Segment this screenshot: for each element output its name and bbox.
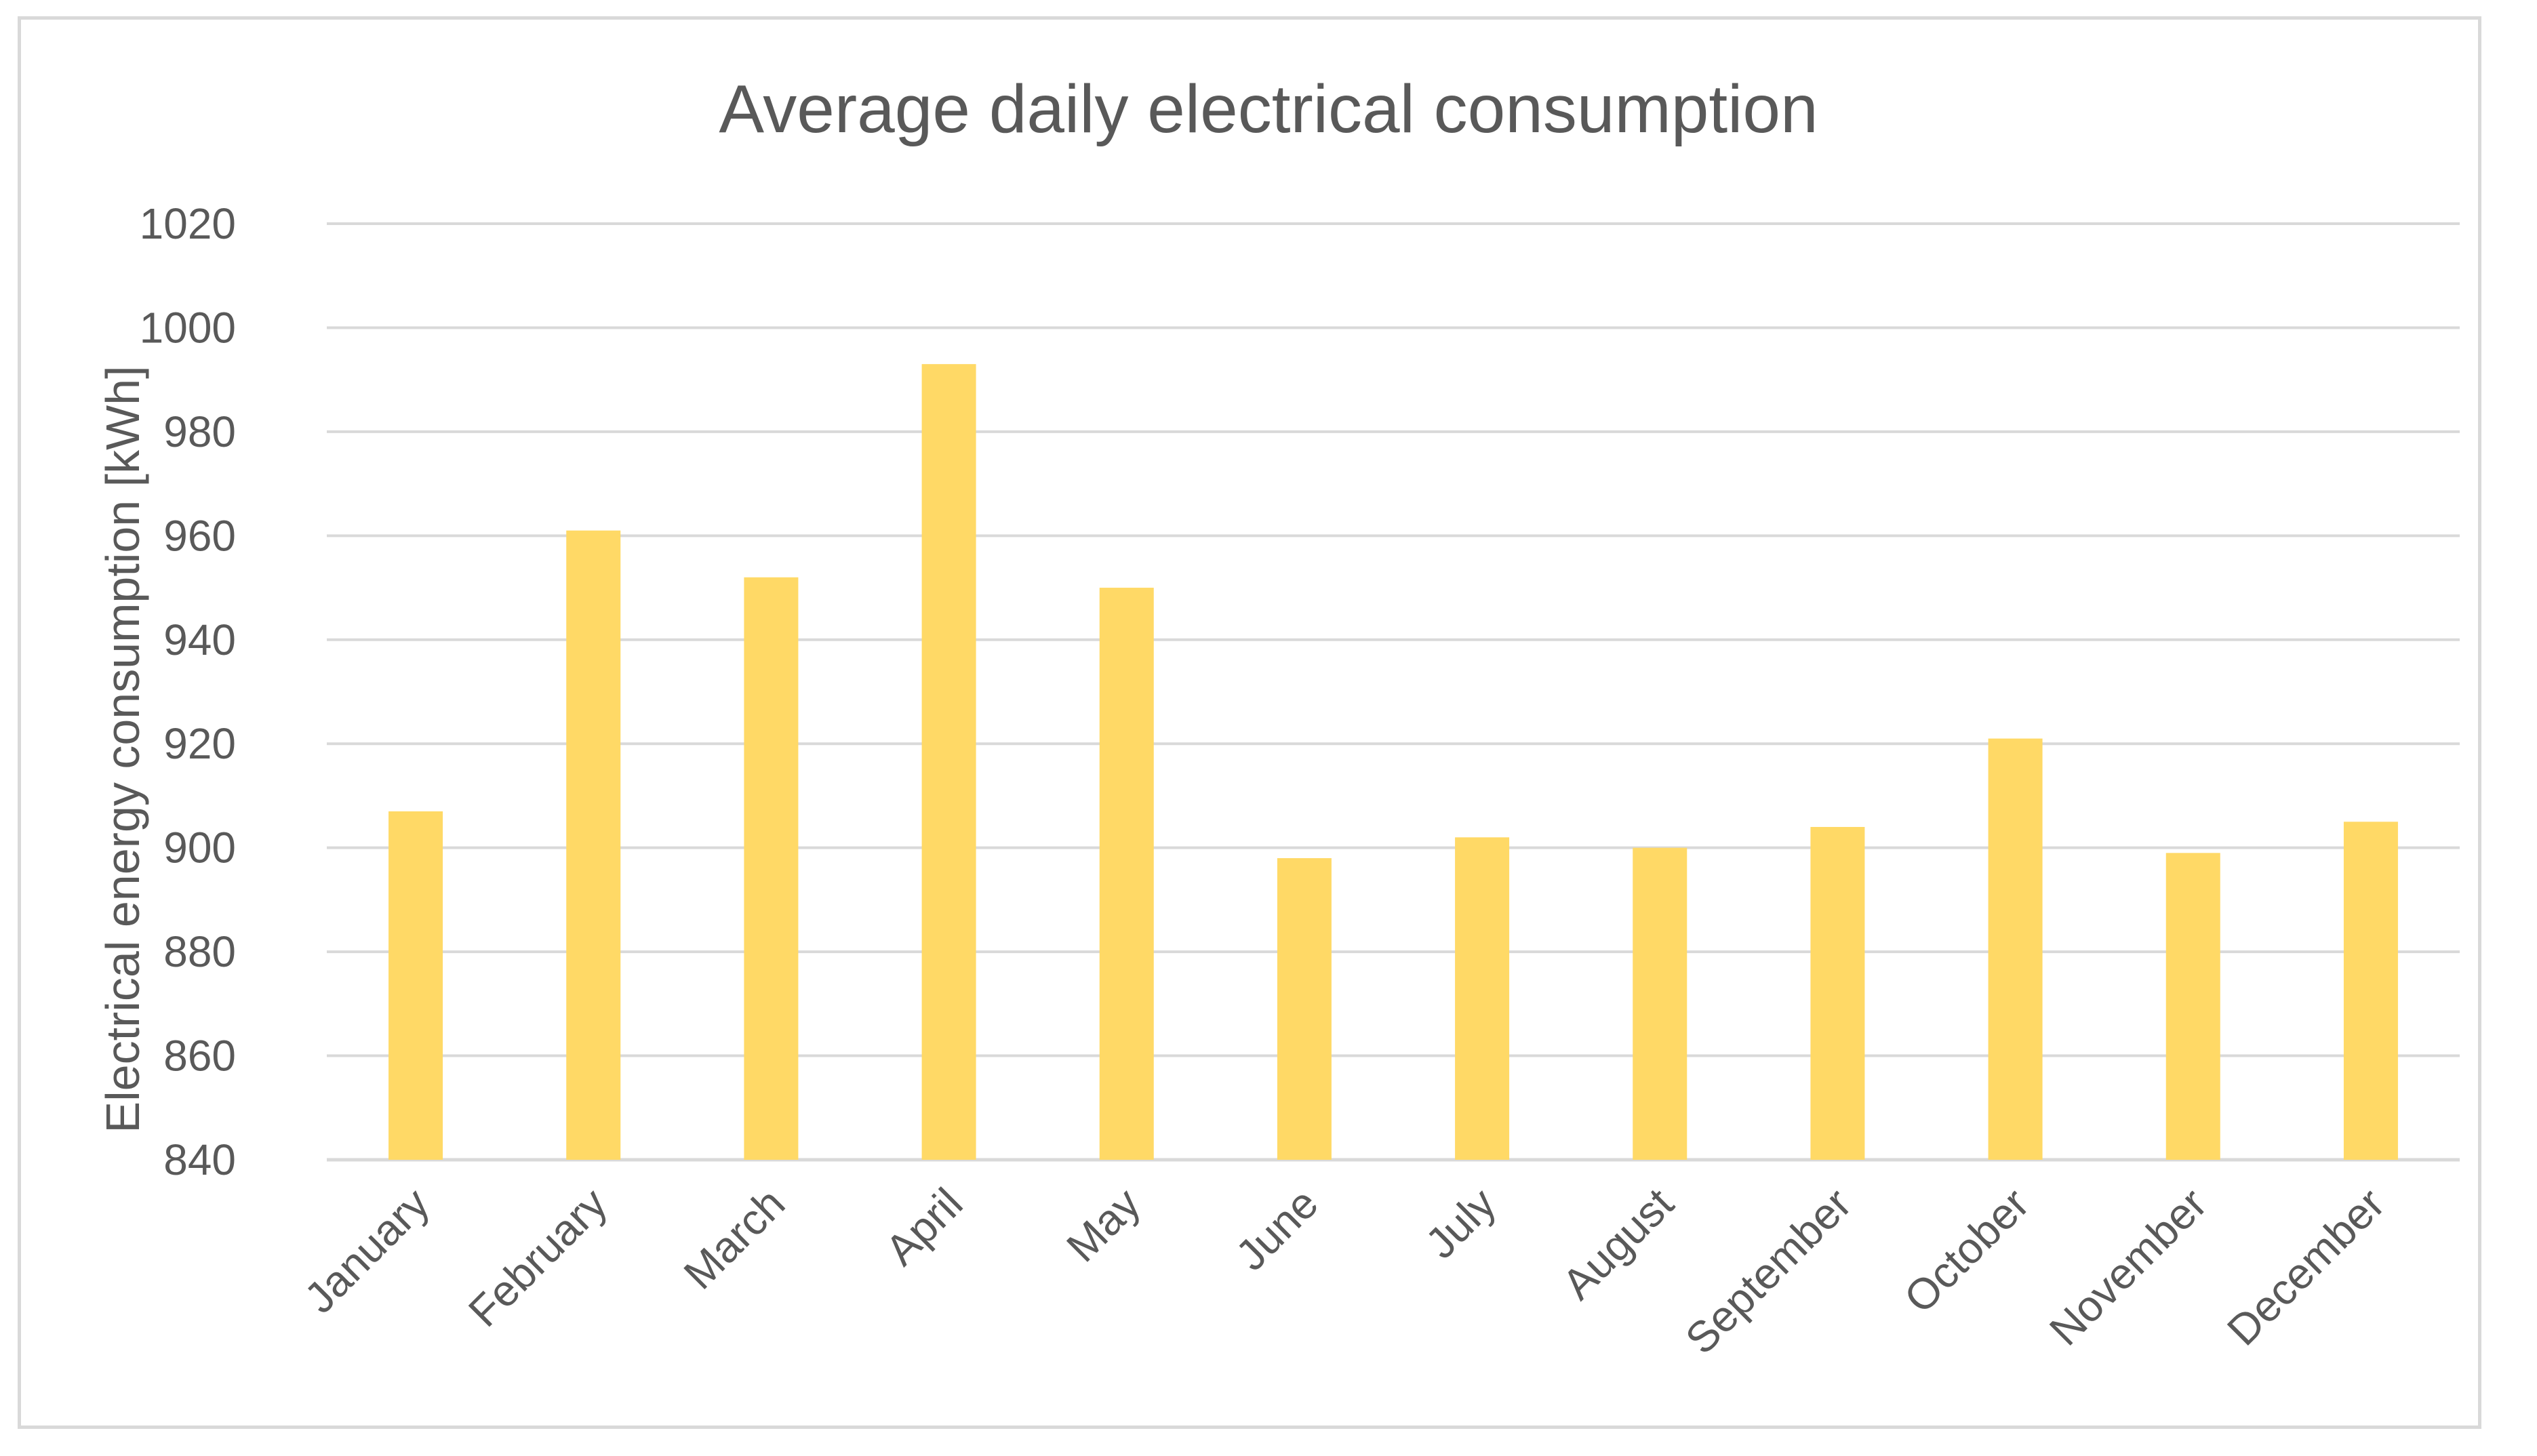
- bar-december: [2343, 822, 2398, 1160]
- bars: [388, 364, 2398, 1160]
- bar-january: [388, 811, 443, 1160]
- x-tick-label: July: [1416, 1179, 1505, 1268]
- y-tick-label: 900: [163, 824, 236, 872]
- chart-title: Average daily electrical consumption: [719, 71, 1818, 147]
- y-tick-label: 940: [163, 615, 236, 664]
- bar-may: [1099, 588, 1154, 1160]
- bar-august: [1633, 847, 1687, 1160]
- x-tick-label: December: [2218, 1179, 2394, 1355]
- y-tick-label: 1000: [140, 303, 236, 352]
- bar-july: [1455, 837, 1510, 1160]
- x-tick-label: February: [459, 1179, 616, 1336]
- chart-frame: [18, 16, 2481, 1429]
- x-tick-label: August: [1553, 1179, 1683, 1309]
- x-tick-label: May: [1057, 1179, 1149, 1271]
- y-tick-label: 860: [163, 1032, 236, 1080]
- x-tick-label: November: [2040, 1179, 2216, 1355]
- x-tick-label: April: [876, 1179, 972, 1274]
- y-tick-label: 920: [163, 719, 236, 768]
- x-tick-label: September: [1676, 1179, 1860, 1363]
- y-tick-label: 980: [163, 407, 236, 456]
- x-tick-label: January: [295, 1179, 439, 1322]
- y-axis-title: Electrical energy consumption [kWh]: [96, 365, 149, 1133]
- bar-june: [1277, 858, 1332, 1160]
- bar-february: [566, 530, 621, 1160]
- bar-october: [1988, 738, 2043, 1160]
- y-tick-label: 960: [163, 511, 236, 560]
- bar-march: [744, 577, 799, 1160]
- bar-november: [2165, 853, 2220, 1160]
- bar-september: [1810, 826, 1865, 1160]
- x-axis-ticks: January February March April May June July Augu…: [295, 1179, 2394, 1363]
- bar-april: [921, 364, 976, 1160]
- y-axis-ticks: 840 860 880 900 920 940 960 980 1000 1020: [140, 199, 236, 1184]
- y-tick-label: 840: [163, 1135, 236, 1184]
- x-tick-label: March: [675, 1179, 795, 1299]
- gridlines: [327, 222, 2460, 1162]
- x-tick-label: October: [1895, 1179, 2039, 1322]
- x-tick-label: June: [1226, 1179, 1327, 1280]
- y-tick-label: 1020: [140, 199, 236, 248]
- y-tick-label: 880: [163, 927, 236, 976]
